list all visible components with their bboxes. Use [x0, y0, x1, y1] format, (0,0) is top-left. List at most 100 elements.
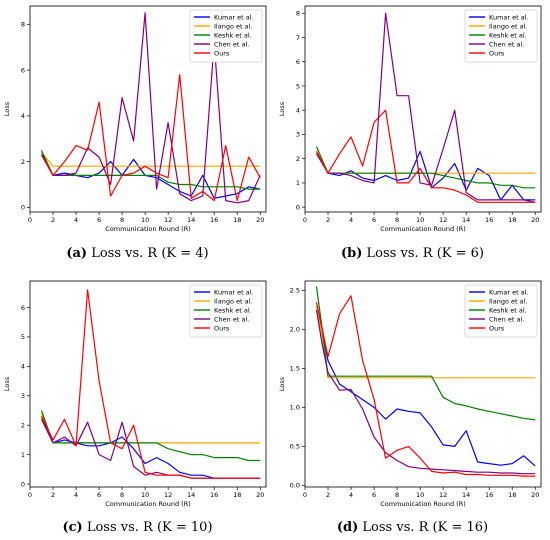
- y-tick-label: 2.0: [290, 326, 300, 334]
- caption-a-text: Loss vs. R (K = 4): [87, 246, 209, 261]
- caption-a-tag: (a): [66, 246, 88, 261]
- x-tick-label: 12: [164, 491, 172, 499]
- x-tick-label: 12: [164, 216, 172, 224]
- x-tick-label: 12: [439, 491, 447, 499]
- chart-panel-a: 0 2 4 6 8 10 12 14 16 18 20 0 2 4 6 8 Communication Roun…: [0, 0, 275, 233]
- x-tick-label: 8: [120, 216, 124, 224]
- caption-d-tag: (d): [336, 520, 359, 535]
- series-line-kumar-et-al: [315, 150, 536, 201]
- y-tick-label: 6: [21, 304, 25, 312]
- x-tick-label: 10: [416, 216, 424, 224]
- y-axis-title: Loss: [3, 101, 11, 116]
- legend-label: Ilango et al.: [214, 22, 252, 30]
- caption-b-text: Loss vs. R (K = 6): [362, 246, 484, 261]
- y-tick-label: 2.5: [290, 287, 300, 295]
- legend-label: Keshk et al.: [214, 306, 252, 314]
- y-tick-label: 0.0: [290, 482, 300, 490]
- legend-label: Ilango et al.: [489, 297, 527, 305]
- chart-panel-c: 0 2 4 6 8 10 12 14 16 18 20 0 1 2 3 4 5 6 Communication Ro…: [0, 275, 275, 508]
- legend-label: Chen et al.: [214, 315, 249, 323]
- caption-c-text: Loss vs. R (K = 10): [82, 520, 213, 535]
- x-tick-label: 20: [531, 216, 539, 224]
- legend-box: [189, 284, 263, 338]
- series-line-keshk-et-al: [315, 146, 536, 189]
- x-tick-label: 18: [233, 216, 241, 224]
- series-line-ours: [315, 295, 536, 477]
- x-tick-label: 2: [51, 491, 55, 499]
- x-tick-label: 16: [485, 491, 493, 499]
- caption-b-tag: (b): [341, 246, 363, 261]
- legend-label: Kumar et al.: [214, 288, 254, 296]
- legend-label: Chen et al.: [489, 315, 524, 323]
- x-tick-label: 10: [141, 216, 149, 224]
- x-tick-label: 4: [74, 491, 78, 499]
- line-chart-b: 0 2 4 6 8 10 12 14 16 18 20012345678Communication …: [278, 5, 542, 233]
- y-tick-label: 4: [21, 112, 25, 120]
- y-tick-label: 8: [296, 10, 300, 18]
- y-tick-label: 1: [21, 451, 25, 459]
- y-axis-title: Loss: [278, 376, 286, 391]
- x-tick-label: 20: [256, 491, 264, 499]
- y-tick-label: 0.5: [290, 443, 300, 451]
- y-tick-label: 6: [21, 66, 25, 74]
- x-tick-label: 10: [141, 491, 149, 499]
- x-tick-label: 16: [210, 491, 218, 499]
- x-tick-label: 6: [97, 216, 101, 224]
- x-axis-title: Communication Round (R): [380, 225, 466, 233]
- x-tick-label: 8: [120, 491, 124, 499]
- x-tick-label: 12: [439, 216, 447, 224]
- x-tick-label: 4: [74, 216, 78, 224]
- x-tick-label: 2: [326, 491, 330, 499]
- x-tick-label: 16: [210, 216, 218, 224]
- y-tick-label: 3: [296, 131, 300, 139]
- x-tick-label: 14: [462, 216, 470, 224]
- legend-label: Keshk et al.: [214, 31, 252, 39]
- series-line-ilango-et-al: [315, 305, 536, 379]
- y-tick-label: 1: [296, 179, 300, 187]
- series-line-chen-et-al: [315, 309, 536, 475]
- y-tick-label: 5: [296, 82, 300, 90]
- legend-label: Ilango et al.: [489, 22, 527, 30]
- legend-label: Chen et al.: [489, 40, 524, 48]
- y-axis-title: Loss: [278, 101, 286, 116]
- y-tick-label: 5: [21, 333, 25, 341]
- y-tick-label: 6: [296, 58, 300, 66]
- caption-d: (d) Loss vs. R (K = 16): [275, 520, 550, 535]
- y-tick-label: 3: [21, 392, 25, 400]
- legend-label: Ours: [489, 49, 505, 57]
- legend-label: Kumar et al.: [489, 288, 529, 296]
- y-tick-label: 7: [296, 34, 300, 42]
- legend-label: Kumar et al.: [489, 13, 529, 21]
- x-tick-label: 0: [28, 491, 32, 499]
- y-tick-label: 0: [296, 203, 300, 211]
- x-tick-label: 4: [349, 491, 353, 499]
- x-tick-label: 20: [256, 216, 264, 224]
- y-tick-label: 0: [21, 480, 25, 488]
- x-tick-label: 14: [187, 216, 195, 224]
- y-tick-label: 4: [296, 107, 300, 115]
- caption-b: (b) Loss vs. R (K = 6): [275, 246, 550, 261]
- series-line-ours: [40, 289, 261, 479]
- y-tick-label: 2: [21, 158, 25, 166]
- legend-box: [189, 9, 263, 63]
- y-tick-label: 1.5: [290, 365, 300, 373]
- x-tick-label: 14: [187, 491, 195, 499]
- series-line-ours: [315, 109, 536, 203]
- caption-a: (a) Loss vs. R (K = 4): [0, 246, 275, 261]
- x-tick-label: 10: [416, 491, 424, 499]
- series-line-kumar-et-al: [315, 305, 536, 467]
- x-axis-title: Communication Round (R): [105, 500, 191, 508]
- legend-label: Keshk et al.: [489, 31, 527, 39]
- legend-label: Ilango et al.: [214, 297, 252, 305]
- x-tick-label: 4: [349, 216, 353, 224]
- y-tick-label: 8: [21, 21, 25, 29]
- x-tick-label: 16: [485, 216, 493, 224]
- series-line-keshk-et-al: [40, 149, 261, 190]
- y-tick-label: 0: [21, 204, 25, 212]
- x-axis-title: Communication Round (R): [380, 500, 466, 508]
- chart-panel-b: 0 2 4 6 8 10 12 14 16 18 20 0 1 2 3 4 5 6 7 8 Communication …: [275, 0, 550, 233]
- legend-label: Ours: [489, 324, 505, 332]
- x-tick-label: 18: [508, 491, 516, 499]
